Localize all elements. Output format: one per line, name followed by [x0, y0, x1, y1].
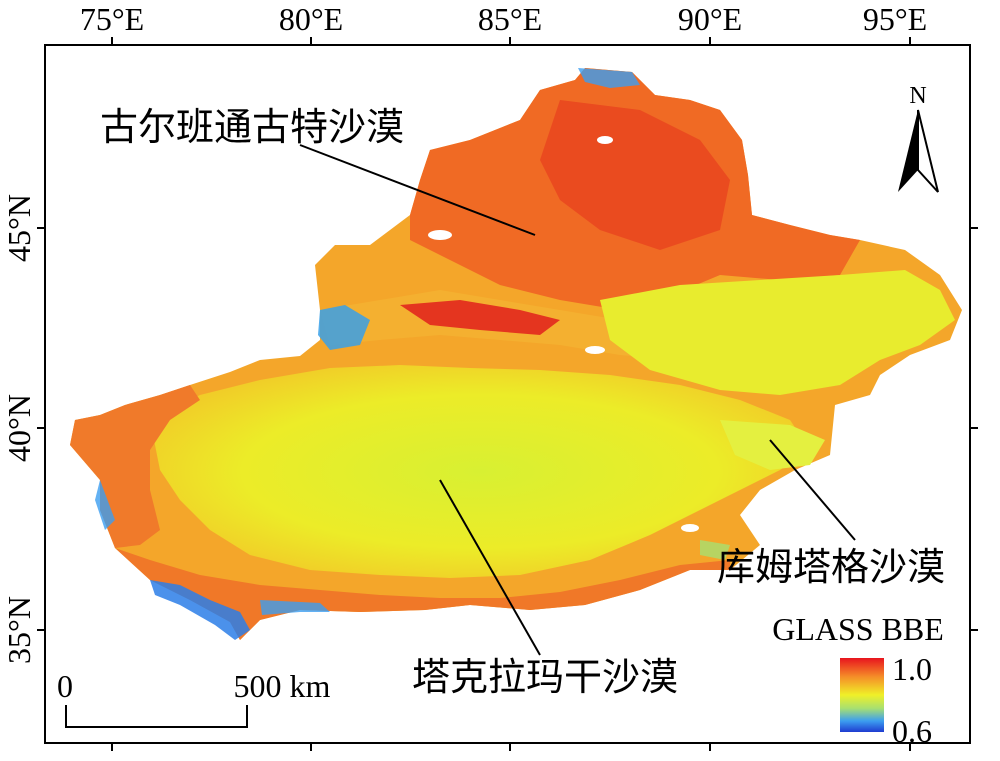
longitude-labels: 75°E 80°E 85°E 90°E 95°E — [80, 1, 927, 37]
legend-min-label: 0.6 — [892, 713, 932, 749]
north-arrow-label: N — [909, 83, 926, 109]
leader-kumtag — [769, 439, 856, 541]
low-emissivity-patch-ili — [318, 305, 370, 350]
scale-bar-start: 0 — [57, 668, 73, 704]
lon-label-80: 80°E — [279, 1, 343, 37]
lat-label-45: 45°N — [1, 194, 37, 262]
scale-bar-end: 500 km — [234, 668, 331, 704]
tarim-basin — [150, 365, 810, 578]
legend: GLASS BBE 1.0 0.6 — [772, 611, 944, 749]
legend-title: GLASS BBE — [772, 611, 944, 647]
scale-bar: 0 500 km — [57, 668, 331, 728]
latitude-labels: 45°N 40°N 35°N — [1, 194, 37, 664]
kunlun-margin — [115, 548, 730, 640]
leader-gurbantunggut — [299, 144, 536, 236]
frame-ticks — [37, 37, 978, 751]
lon-label-90: 90°E — [678, 1, 742, 37]
label-kumtag: 库姆塔格沙漠 — [717, 545, 945, 589]
label-gurbantunggut: 古尔班通古特沙漠 — [100, 105, 404, 149]
label-taklimakan: 塔克拉玛干沙漠 — [412, 655, 678, 699]
lon-label-95: 95°E — [863, 1, 927, 37]
north-arrow-left-icon — [898, 110, 918, 192]
emissivity-raster — [70, 68, 962, 640]
north-arrow: N — [898, 83, 939, 193]
lat-label-35: 35°N — [1, 596, 37, 664]
legend-max-label: 1.0 — [892, 651, 932, 687]
leader-taklimakan — [439, 479, 541, 656]
lon-label-75: 75°E — [80, 1, 144, 37]
low-emissivity-patch-west — [150, 580, 250, 640]
scale-bar-line — [65, 705, 248, 728]
region-annotations: 古尔班通古特沙漠 库姆塔格沙漠 塔克拉玛干沙漠 — [100, 105, 945, 699]
legend-colorbar — [840, 658, 884, 732]
lat-label-40: 40°N — [1, 394, 37, 462]
north-arrow-right-icon — [917, 109, 939, 193]
lon-label-85: 85°E — [478, 1, 542, 37]
